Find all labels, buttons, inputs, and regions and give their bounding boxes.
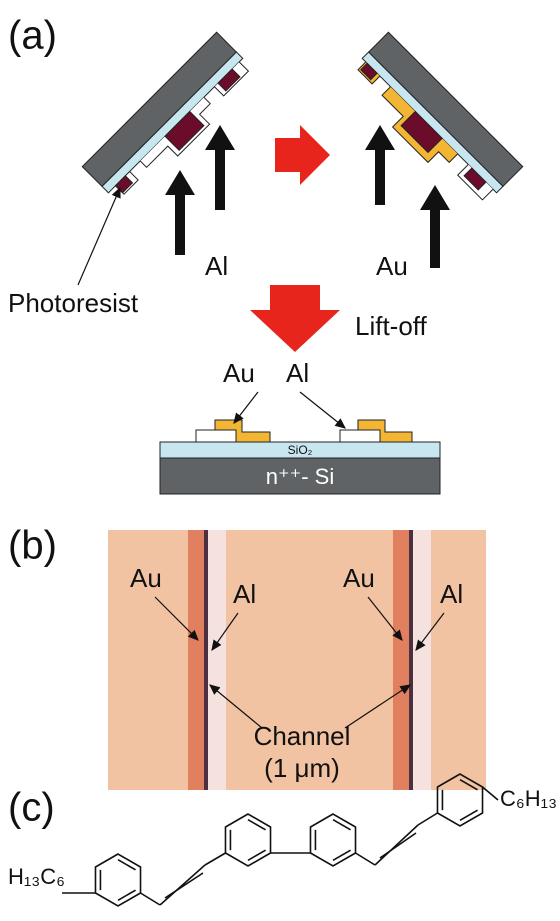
micrograph xyxy=(108,530,486,790)
pointer xyxy=(234,392,258,423)
bond xyxy=(380,833,416,858)
liftoff-arrow xyxy=(250,285,340,352)
bond xyxy=(205,853,225,865)
bond xyxy=(95,854,140,906)
photoresist-label: Photoresist xyxy=(8,288,139,318)
panel-label: (c) xyxy=(8,786,55,830)
bond xyxy=(118,860,136,870)
channel-label: Channel xyxy=(254,721,351,751)
au-label: Au xyxy=(130,563,162,593)
left-stack xyxy=(82,32,259,209)
bond xyxy=(248,850,266,860)
oxide-label: SiO₂ xyxy=(288,443,313,457)
al-label: Al xyxy=(233,579,256,609)
bond xyxy=(483,787,498,800)
bond xyxy=(356,853,375,865)
molecule xyxy=(62,774,498,906)
au-label: Au xyxy=(343,563,375,593)
right-stack xyxy=(343,32,523,212)
metal-label: Al xyxy=(205,251,228,281)
page: {"panel_a": {"label": "(a)", "photoresis… xyxy=(0,0,560,921)
figure: (a) Al Au Photoresist Lift-off xyxy=(0,0,560,921)
metal-label: Au xyxy=(376,251,408,281)
bond xyxy=(118,890,136,900)
bond xyxy=(225,814,270,866)
chain-label: H₁₃C₆ xyxy=(8,864,65,889)
bond xyxy=(460,810,478,820)
panel-label: (b) xyxy=(8,524,57,568)
liftoff-label: Lift-off xyxy=(355,311,428,341)
channel-width: (1 μm) xyxy=(264,753,340,783)
bond xyxy=(141,893,160,905)
bond xyxy=(333,850,351,860)
au-label: Au xyxy=(223,358,255,388)
bond xyxy=(248,820,266,830)
al-label: Al xyxy=(440,579,463,609)
bond xyxy=(333,820,351,830)
bond xyxy=(375,825,418,865)
process-arrow xyxy=(275,125,330,185)
chain-label: C₆H₁₃ xyxy=(500,786,557,811)
bond xyxy=(310,814,355,866)
pointer xyxy=(300,392,345,428)
panel-label: (a) xyxy=(8,14,57,58)
substrate-label: n⁺⁺- Si xyxy=(266,464,334,489)
bond xyxy=(160,865,205,905)
bond xyxy=(165,873,203,898)
al-label: Al xyxy=(286,358,309,388)
pointer xyxy=(78,188,120,285)
bond xyxy=(418,813,437,825)
